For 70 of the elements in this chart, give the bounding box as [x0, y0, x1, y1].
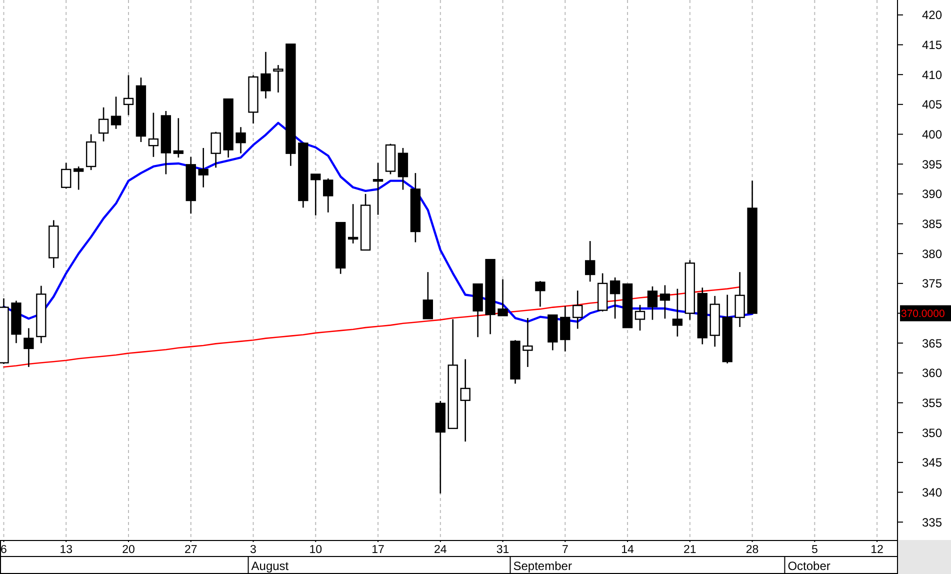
candlestick — [61, 162, 72, 190]
y-tick-label: 360 — [922, 366, 942, 380]
candlestick — [398, 147, 408, 190]
candlestick — [372, 162, 384, 216]
x-tick-label: 28 — [746, 544, 759, 556]
candlestick — [535, 280, 546, 308]
x-tick-label: 13 — [60, 544, 73, 556]
candlestick — [522, 317, 533, 368]
candlestick — [660, 284, 670, 320]
candlestick — [24, 328, 34, 368]
x-tick-label: 3 — [250, 544, 256, 556]
x-tick-label: 5 — [811, 544, 818, 556]
y-tick-label: 410 — [922, 68, 942, 82]
x-tick-label: 21 — [684, 544, 696, 556]
y-tick-label: 390 — [922, 187, 942, 202]
candlestick — [460, 358, 470, 442]
candlestick — [74, 166, 84, 190]
candlestick — [323, 178, 334, 214]
x-tick-label: 7 — [562, 544, 568, 556]
y-tick-label: 365 — [922, 336, 942, 350]
candlestick — [110, 96, 122, 130]
text: September — [513, 559, 572, 573]
candlestick — [273, 64, 284, 94]
x-tick-label: 6 — [0, 544, 7, 556]
y-tick-label: 355 — [922, 396, 942, 410]
y-tick-label: 335 — [922, 515, 942, 530]
y-tick-label: 385 — [922, 216, 942, 231]
candlestick — [348, 203, 358, 244]
candlestick — [647, 286, 658, 320]
candlestick — [634, 304, 646, 332]
x-tick-label: 17 — [372, 544, 384, 556]
candlestick — [672, 288, 683, 338]
y-tick-label: 345 — [922, 456, 942, 470]
candlestick — [260, 51, 271, 100]
y-tick-label: 350 — [922, 426, 942, 440]
candlestick — [610, 276, 620, 320]
x-tick-label: 12 — [870, 544, 884, 556]
line-series — [2, 122, 754, 323]
candlestick — [173, 117, 184, 158]
candlestick — [98, 106, 109, 142]
candlestick — [572, 290, 583, 330]
y-tick-label: 405 — [922, 98, 942, 112]
x-tick-label: 10 — [309, 544, 322, 556]
x-tick-label: 27 — [184, 544, 198, 556]
candlestick — [585, 240, 596, 282]
candlestick — [422, 271, 434, 320]
x-tick-label: 31 — [496, 544, 510, 556]
text: 370.0000 — [901, 308, 945, 320]
y-tick-label: 400 — [922, 127, 942, 142]
y-tick-label: 420 — [922, 8, 942, 22]
candlestick — [123, 74, 134, 116]
candlestick — [498, 278, 508, 316]
candlestick — [560, 305, 570, 352]
candlestick — [310, 174, 321, 216]
text: August — [251, 559, 290, 573]
y-tick-label: 380 — [922, 246, 942, 261]
y-tick-label: 415 — [922, 38, 942, 52]
x-tick-label: 24 — [434, 544, 448, 556]
candlestick — [198, 147, 208, 188]
candlestick — [236, 126, 246, 154]
y-tick-label: 395 — [922, 157, 942, 172]
candlestick — [210, 131, 221, 168]
text: October — [788, 559, 830, 573]
line-series — [3, 286, 740, 368]
candlestick — [734, 271, 745, 328]
y-tick-label: 340 — [922, 485, 942, 500]
candlestick — [148, 112, 159, 158]
x-tick-label: 20 — [122, 544, 135, 556]
y-tick-label: 375 — [922, 276, 942, 291]
x-tick-label: 14 — [621, 544, 635, 556]
